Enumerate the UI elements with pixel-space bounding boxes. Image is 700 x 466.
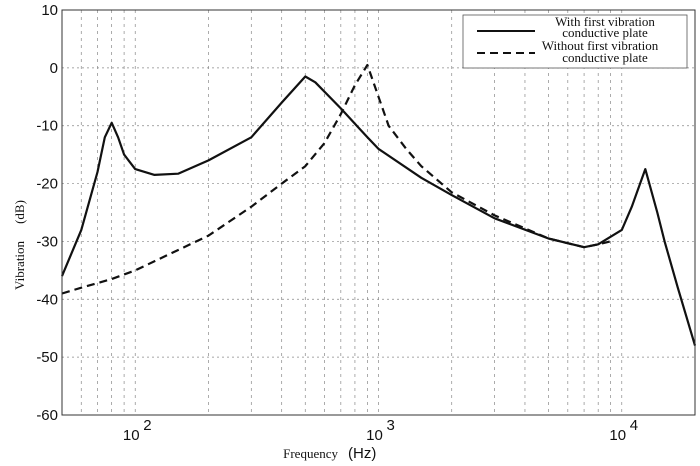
y-tick-label: -40	[36, 291, 58, 308]
series-line-with-plate	[60, 75, 697, 346]
x-axis-label: Frequency	[283, 446, 338, 461]
legend-box	[462, 14, 688, 69]
x-tick-label: 10	[609, 427, 626, 444]
x-tick-exponent: 2	[143, 417, 151, 434]
y-axis-label: Vibration	[12, 240, 27, 290]
series-layer	[60, 63, 697, 346]
x-tick-label: 10	[366, 427, 383, 444]
plot-frame	[61, 9, 696, 416]
x-tick-exponent: 4	[630, 417, 638, 434]
legend-label-without-2: conductive plate	[562, 50, 648, 65]
y-tick-label: -60	[36, 407, 58, 424]
legend-label-without-1: Without first vibration	[542, 38, 659, 53]
y-tick-label: -10	[36, 118, 58, 135]
x-axis-unit: (Hz)	[348, 445, 376, 462]
y-tick-label: 0	[50, 60, 58, 77]
y-tick-label: -20	[36, 176, 58, 193]
grid	[62, 10, 695, 415]
y-ticks: 10 0 -10 -20 -30 -40 -50 -60	[36, 2, 58, 424]
y-tick-label: -50	[36, 349, 58, 366]
x-tick-exponent: 3	[387, 417, 395, 434]
x-tick-label: 10	[123, 427, 140, 444]
series-line-without-plate	[61, 63, 611, 295]
legend-label-with-2: conductive plate	[562, 25, 648, 40]
y-tick-label: 10	[41, 2, 58, 19]
legend: With first vibration conductive plate Wi…	[462, 14, 688, 69]
legend-label-with-1: With first vibration	[555, 14, 655, 29]
y-tick-label: -30	[36, 233, 58, 250]
y-axis-unit: (dB)	[12, 200, 27, 224]
